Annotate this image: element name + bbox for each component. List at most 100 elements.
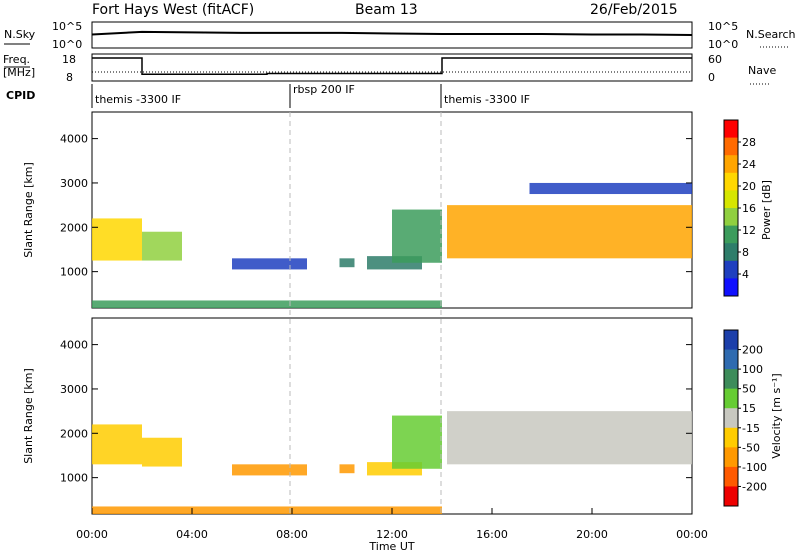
power-cell-1 [142, 231, 182, 261]
ytick-label-0: 1000 [60, 472, 88, 485]
cpid-segment-3: themis -3300 IF [444, 93, 530, 106]
power-yaxis: 1000 2000 3000 4000 [60, 133, 692, 279]
power-colorbar-swatch-2 [724, 155, 738, 174]
power-cell-5 [392, 209, 442, 263]
xaxis-label: Time UT [368, 540, 414, 553]
ytick-label-1: 2000 [60, 427, 88, 440]
power-colorbar-label-2: 20 [742, 180, 756, 193]
freq-left-tick-top: 18 [62, 53, 76, 66]
xtick-label-0: 00:00 [76, 528, 108, 541]
velocity-colorbar-label-2: 50 [742, 383, 756, 396]
velocity-cell-5 [392, 415, 442, 469]
freq-left-label-2: [MHz] [3, 66, 35, 79]
ytick-label-3: 4000 [60, 339, 88, 352]
power-colorbar: 28 24 20 16 12 8 4 [723, 119, 756, 297]
beam-title: Beam 13 [355, 2, 418, 18]
freq-left-label-1: Freq. [3, 53, 30, 66]
velocity-cell-6 [447, 411, 692, 465]
power-ylabel: Slant Range [km] [22, 162, 35, 258]
velocity-colorbar-swatch-3 [724, 388, 738, 409]
power-colorbar-label-5: 8 [742, 246, 749, 259]
velocity-colorbar-label-3: 15 [742, 402, 756, 415]
velocity-cell-0 [92, 424, 142, 465]
velocity-ylabel: Slant Range [km] [22, 368, 35, 464]
cpid-segment-2: rbsp 200 IF [293, 83, 355, 96]
xtick-label-6: 00:00 [676, 528, 708, 541]
velocity-colorbar-swatch-7 [724, 466, 738, 487]
power-colorbar-swatch-7 [724, 243, 738, 262]
power-colorbar-label-0: 28 [742, 136, 756, 149]
velocity-cell-7 [92, 506, 442, 514]
velocity-yaxis: 1000 2000 3000 4000 [60, 339, 692, 485]
date-title: 26/Feb/2015 [590, 2, 678, 18]
power-colorbar-swatch-5 [724, 208, 738, 227]
power-colorbar-swatch-0 [724, 120, 738, 139]
xtick-label-5: 20:00 [576, 528, 608, 541]
freq-panel-frame [91, 53, 693, 82]
noise-left-tick-bottom: 10^0 [52, 38, 82, 51]
ytick-label-2: 3000 [60, 177, 88, 190]
velocity-colorbar-label-5: -50 [742, 441, 760, 454]
freq-series [92, 57, 692, 75]
ytick-label-2: 3000 [60, 383, 88, 396]
freq-line-0 [92, 57, 692, 75]
xtick-label-4: 16:00 [476, 528, 508, 541]
power-colorbar-swatch-4 [724, 190, 738, 209]
noise-series [91, 30, 693, 36]
velocity-data [92, 411, 692, 514]
time-axis: 00:00 04:00 08:00 12:00 16:00 20:00 00:00 [76, 508, 708, 541]
xtick-label-1: 04:00 [176, 528, 208, 541]
power-colorbar-swatch-3 [724, 172, 738, 191]
velocity-cell-1 [142, 437, 182, 467]
cpid-segment-1: themis -3300 IF [95, 93, 181, 106]
velocity-colorbar-swatch-1 [724, 349, 738, 370]
velocity-colorbar-swatch-6 [724, 447, 738, 468]
cpid-label: CPID [6, 89, 35, 102]
ytick-label-1: 2000 [60, 221, 88, 234]
power-colorbar-label-3: 16 [742, 202, 756, 215]
velocity-colorbar-swatch-0 [724, 330, 738, 351]
power-colorbar-swatch-1 [724, 137, 738, 156]
power-cell-2 [232, 258, 307, 270]
power-colorbar-label: Power [dB] [760, 180, 773, 240]
velocity-colorbar-swatch-5 [724, 427, 738, 448]
power-cell-8 [92, 300, 442, 308]
noise-left-label: N.Sky [4, 28, 36, 41]
noise-right-label: N.Search [746, 28, 796, 41]
velocity-colorbar-swatch-8 [724, 486, 738, 507]
power-colorbar-swatch-8 [724, 260, 738, 279]
xtick-label-3: 12:00 [376, 528, 408, 541]
velocity-colorbar-label-6: -100 [742, 461, 767, 474]
noise-left-tick-top: 10^5 [52, 20, 82, 33]
velocity-colorbar-swatch-2 [724, 369, 738, 390]
freq-left-tick-bottom: 8 [66, 71, 73, 84]
power-colorbar-swatch-9 [724, 278, 738, 297]
velocity-cell-3 [339, 464, 355, 474]
velocity-colorbar: 200 100 50 15 -15 -50 -100 -200 [723, 329, 767, 507]
power-colorbar-label-6: 4 [742, 268, 749, 281]
velocity-colorbar-label: Velocity [m s⁻¹] [770, 373, 783, 458]
noise-right-tick-top: 10^5 [708, 20, 738, 33]
noise-right-tick-bottom: 10^0 [708, 38, 738, 51]
velocity-colorbar-label-0: 200 [742, 344, 763, 357]
power-colorbar-label-4: 12 [742, 224, 756, 237]
power-data [92, 182, 692, 308]
power-colorbar-label-1: 24 [742, 158, 756, 171]
velocity-cell-2 [232, 464, 307, 476]
velocity-colorbar-label-4: -15 [742, 422, 760, 435]
velocity-colorbar-swatch-4 [724, 408, 738, 429]
ytick-label-0: 1000 [60, 266, 88, 279]
velocity-colorbar-label-7: -200 [742, 480, 767, 493]
freq-right-tick-bottom: 0 [708, 71, 715, 84]
xtick-label-2: 08:00 [276, 528, 308, 541]
power-colorbar-swatch-6 [724, 225, 738, 244]
power-cell-0 [92, 218, 142, 261]
power-cell-6 [447, 205, 692, 259]
velocity-colorbar-label-1: 100 [742, 363, 763, 376]
velocity-colorbar-frame [723, 329, 739, 507]
power-cell-7 [529, 182, 692, 195]
freq-right-tick-top: 60 [708, 53, 722, 66]
power-cell-3 [339, 258, 355, 268]
ytick-label-3: 4000 [60, 133, 88, 146]
